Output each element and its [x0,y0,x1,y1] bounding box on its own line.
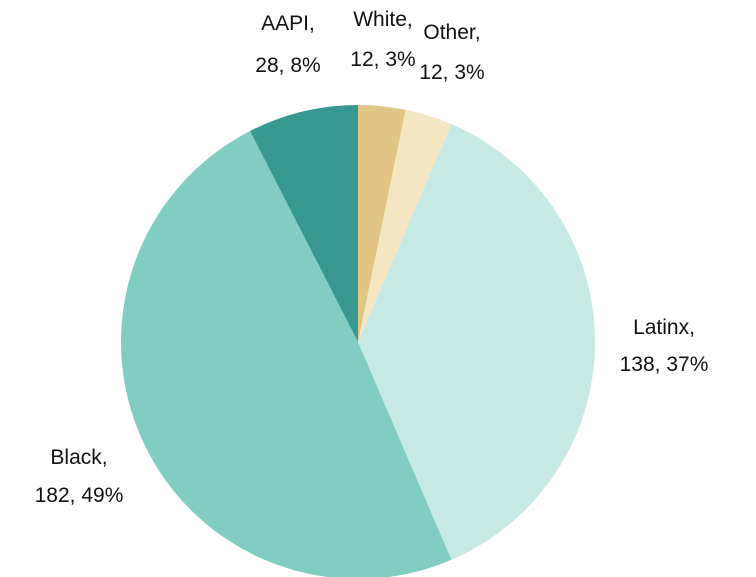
pie-slice-black [121,131,452,577]
slice-label-name-white: White, [353,8,413,31]
pie-slice-white [358,105,406,342]
slice-label-name-latinx: Latinx, [633,316,695,339]
slice-label-value-black: 182, 49% [35,484,124,507]
pie-labels: White, 12, 3% Other, 12, 3% Latinx, 138, 37% B… [35,8,709,507]
slice-label-value-other: 12, 3% [419,61,484,84]
slice-label-value-latinx: 138, 37% [620,353,709,376]
slice-label-name-black: Black, [50,446,107,469]
pie-slices [121,105,595,577]
pie-slice-other [358,109,452,342]
slice-label-value-white: 12, 3% [350,48,415,71]
slice-label-name-aapi: AAPI, [261,12,315,35]
pie-slice-latinx [358,124,595,560]
slice-label-value-aapi: 28, 8% [255,54,320,77]
pie-slice-aapi [250,105,358,342]
slice-label-name-other: Other, [423,21,480,44]
